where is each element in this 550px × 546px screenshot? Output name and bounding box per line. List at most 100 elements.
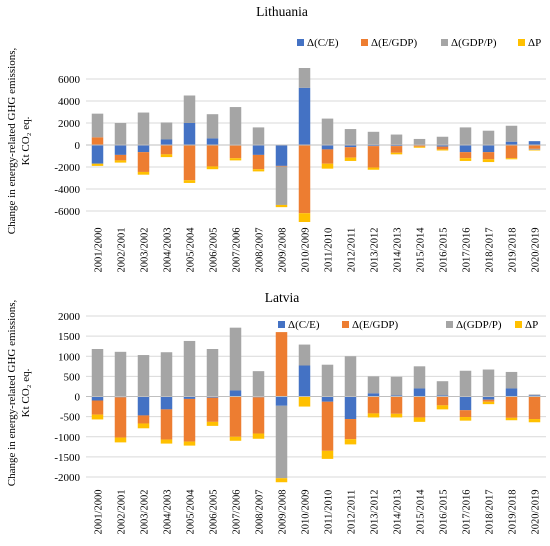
bar-segment bbox=[482, 159, 495, 163]
x-tick-label: 2008/2007 bbox=[255, 228, 266, 273]
x-tick-label: 2011/2010 bbox=[324, 228, 335, 273]
bar-segment bbox=[229, 107, 242, 145]
x-tick-label: 2004/2003 bbox=[163, 490, 174, 535]
bar-segment bbox=[505, 125, 518, 142]
legend-label: Δ(C/E) bbox=[307, 37, 339, 49]
bar-segment bbox=[344, 145, 357, 148]
bar-segment bbox=[114, 154, 127, 161]
y-tick-label: -2000 bbox=[54, 162, 80, 174]
bar-segment bbox=[344, 439, 357, 445]
x-tick-label: 2014/2013 bbox=[393, 490, 404, 535]
x-tick-label: 2006/2005 bbox=[209, 228, 220, 273]
bar-segment bbox=[459, 396, 472, 411]
bar-segment bbox=[528, 148, 541, 150]
bar-segment bbox=[505, 158, 518, 160]
x-tick-label: 2012/2011 bbox=[347, 228, 358, 273]
bar-segment bbox=[344, 356, 357, 397]
x-tick-label: 2017/2016 bbox=[462, 228, 473, 273]
y-tick-label: 0 bbox=[75, 140, 81, 152]
x-tick-label: 2015/2014 bbox=[416, 227, 427, 273]
bar-segment bbox=[390, 376, 403, 396]
bar-segment bbox=[528, 395, 541, 397]
bar-segment bbox=[413, 146, 426, 148]
bar-segment bbox=[321, 118, 334, 145]
x-tick-label: 2020/2019 bbox=[531, 228, 542, 273]
x-tick-label: 2015/2014 bbox=[416, 489, 427, 535]
bar-segment bbox=[298, 145, 311, 214]
x-tick-label: 2003/2002 bbox=[140, 490, 151, 535]
bar-segment bbox=[91, 396, 104, 401]
bar-segment bbox=[275, 405, 288, 479]
bar-segment bbox=[321, 149, 334, 164]
bar-segment bbox=[229, 396, 242, 437]
y-tick-label: -500 bbox=[60, 412, 81, 424]
legend-label: Δ(GDP/P) bbox=[456, 319, 502, 331]
bar-segment bbox=[482, 130, 495, 145]
bar-segment bbox=[252, 371, 265, 397]
bar-segment bbox=[183, 145, 196, 181]
chart-title: Latvia bbox=[265, 290, 299, 305]
x-tick-label: 2013/2012 bbox=[370, 490, 381, 535]
bar-segment bbox=[505, 141, 518, 145]
x-tick-label: 2014/2013 bbox=[393, 228, 404, 273]
y-tick-label: 0 bbox=[75, 392, 81, 404]
bar-segment bbox=[206, 396, 219, 398]
x-tick-label: 2002/2001 bbox=[117, 228, 128, 273]
bar-segment bbox=[160, 154, 173, 158]
bar-segment bbox=[275, 145, 288, 166]
x-tick-label: 2007/2006 bbox=[232, 228, 243, 273]
bar-segment bbox=[436, 145, 449, 147]
bar-segment bbox=[344, 147, 357, 158]
y-axis-label: Change in energy-related GHG emissions, K… bbox=[6, 48, 32, 235]
bar-segment bbox=[275, 165, 288, 167]
bar-segment bbox=[137, 152, 150, 172]
bar-segment bbox=[390, 146, 403, 153]
bar-segment bbox=[482, 145, 495, 153]
bar-segment bbox=[367, 131, 380, 145]
bar-segment bbox=[390, 134, 403, 145]
x-tick-label: 2007/2006 bbox=[232, 490, 243, 535]
legend-swatch bbox=[515, 321, 522, 328]
bar-segment bbox=[298, 344, 311, 366]
bar-segment bbox=[459, 145, 472, 153]
bar-segment bbox=[137, 112, 150, 145]
bar-segment bbox=[459, 417, 472, 421]
bar-segment bbox=[528, 149, 541, 151]
bar-segment bbox=[482, 399, 495, 402]
x-tick-label: 2010/2009 bbox=[301, 490, 312, 535]
bar-segment bbox=[275, 478, 288, 483]
bar-segment bbox=[344, 157, 357, 161]
bar-segment bbox=[275, 204, 288, 208]
legend-swatch bbox=[441, 39, 448, 46]
bar-segment bbox=[321, 401, 334, 451]
bar-segment bbox=[436, 405, 449, 410]
bar-segment bbox=[298, 396, 311, 407]
bar-segment bbox=[436, 146, 449, 150]
y-axis-label: Change in energy-related GHG emissions, K… bbox=[6, 300, 32, 487]
bar-segment bbox=[390, 152, 403, 155]
bar-segment bbox=[390, 396, 403, 414]
legend-swatch bbox=[278, 321, 285, 328]
bar-segment bbox=[91, 113, 104, 138]
bar-segment bbox=[114, 160, 127, 163]
bar-segment bbox=[505, 388, 518, 397]
bar-segment bbox=[137, 145, 150, 153]
chart-title: Lithuania bbox=[256, 4, 308, 19]
x-tick-label: 2005/2004 bbox=[186, 227, 197, 273]
bar-segment bbox=[436, 136, 449, 145]
bar-segment bbox=[183, 95, 196, 123]
y-tick-label: -6000 bbox=[54, 206, 80, 218]
bar-segment bbox=[183, 340, 196, 397]
bar-segment bbox=[206, 349, 219, 397]
chart-1: Latvia -2000 -1500 -1000 -500 0 500 1000 1500 200… bbox=[6, 290, 546, 534]
bar-segment bbox=[505, 417, 518, 421]
bar-segment bbox=[252, 127, 265, 145]
legend-label: Δ(E/GDP) bbox=[371, 37, 418, 49]
bar-segment bbox=[413, 366, 426, 389]
legend-label: ΔP bbox=[525, 319, 538, 331]
bar-segment bbox=[206, 421, 219, 426]
y-tick-label: 1000 bbox=[58, 351, 81, 363]
bar-segment bbox=[367, 396, 380, 414]
bar-segment bbox=[206, 166, 219, 170]
bar-segment bbox=[321, 145, 334, 150]
